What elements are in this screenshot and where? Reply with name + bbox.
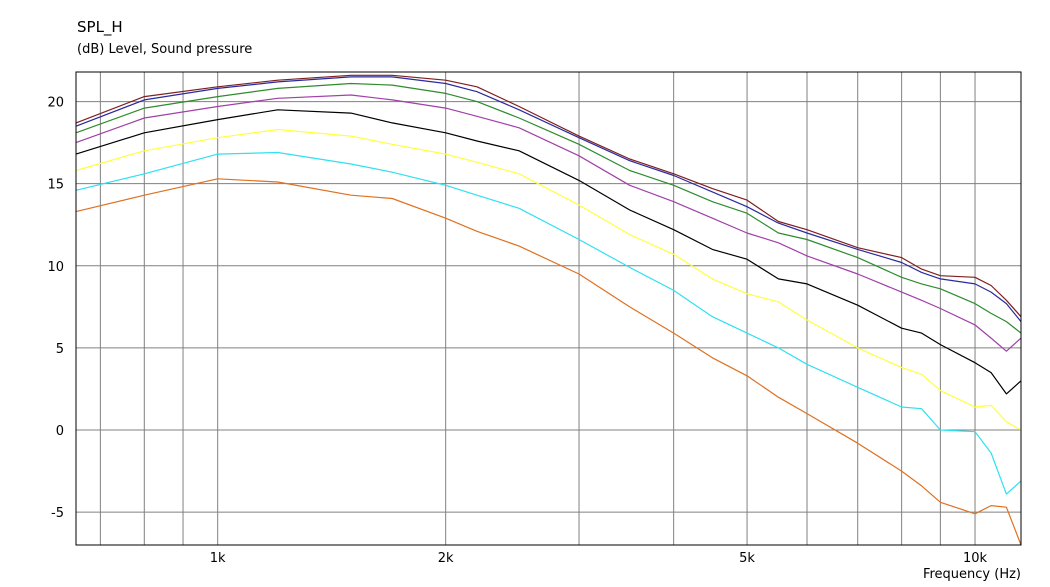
y-tick-label: 5 xyxy=(56,342,64,357)
series-line-5 xyxy=(75,109,1022,395)
y-tick-label: 10 xyxy=(47,260,64,275)
y-tick-label: 0 xyxy=(56,424,64,439)
series-line-7 xyxy=(75,151,1022,495)
series-line-2 xyxy=(75,76,1022,322)
series-line-1 xyxy=(75,74,1022,318)
y-tick-label: -5 xyxy=(51,506,64,521)
chart-subtitle: (dB) Level, Sound pressure xyxy=(77,42,253,57)
x-tick-label: 2k xyxy=(438,551,454,566)
series-line-6 xyxy=(75,128,1022,431)
x-tick-label: 5k xyxy=(739,551,755,566)
plot-frame xyxy=(75,71,1022,546)
series-line-8 xyxy=(75,178,1022,546)
y-tick-label: 20 xyxy=(47,96,64,111)
series-line-4 xyxy=(75,94,1022,352)
x-tick-label: 10k xyxy=(963,551,988,566)
x-axis-label: Frequency (Hz) xyxy=(923,567,1021,582)
x-tick-label: 1k xyxy=(210,551,226,566)
chart-title: SPL_H xyxy=(77,18,123,36)
y-tick-label: 15 xyxy=(47,178,64,193)
series-line-3 xyxy=(75,82,1022,334)
